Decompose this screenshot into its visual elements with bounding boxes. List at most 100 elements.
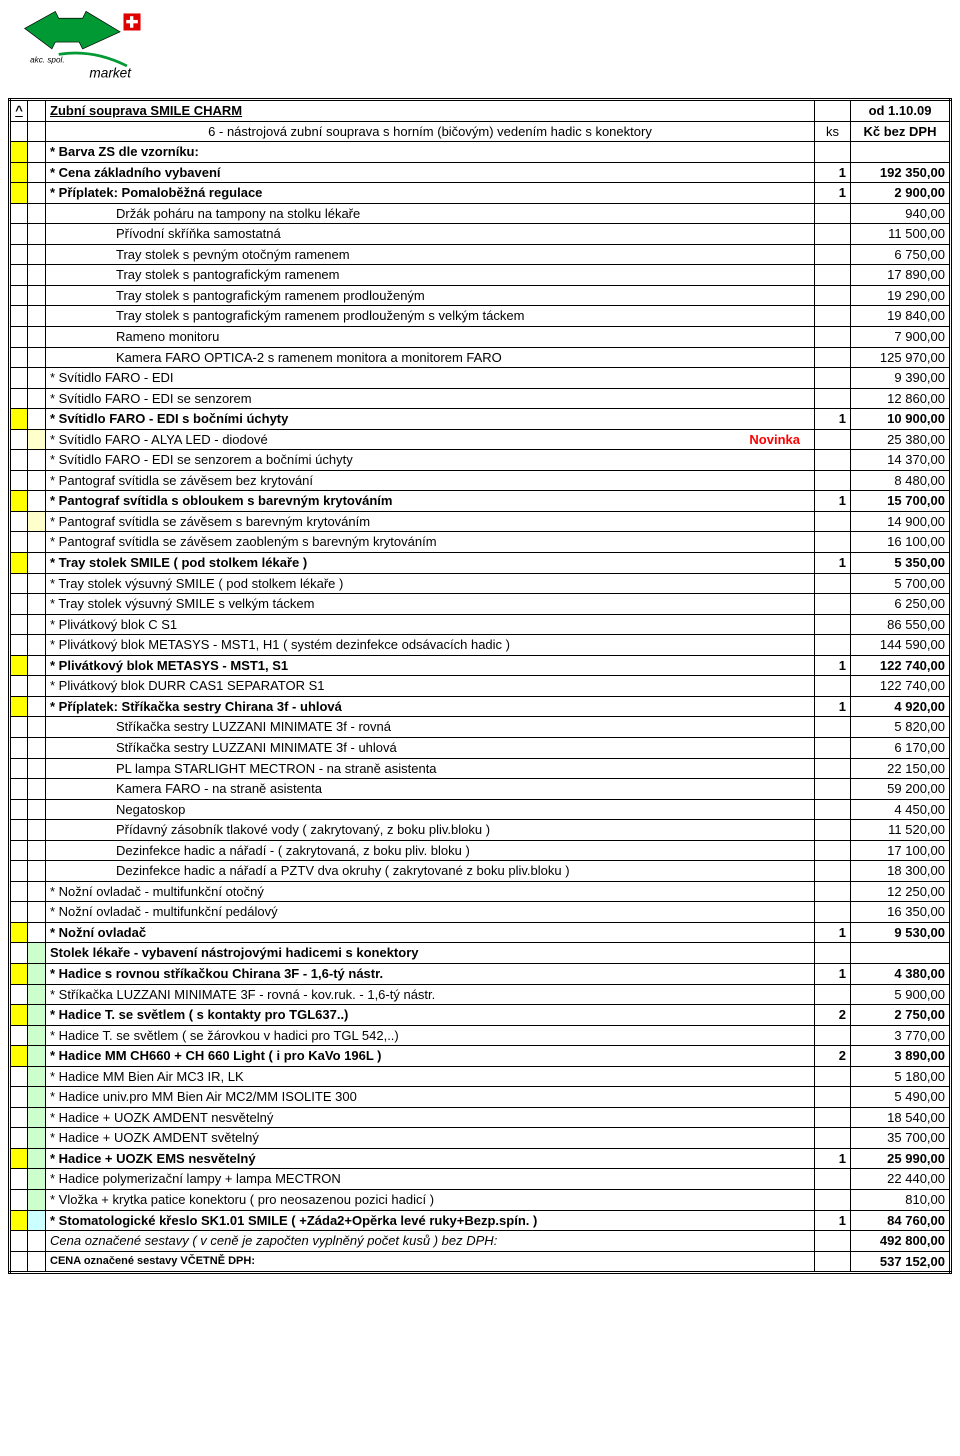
table-row: * Stomatologické křeslo SK1.01 SMILE ( +… bbox=[10, 1210, 951, 1231]
table-row: * Hadice T. se světlem ( se žárovkou v h… bbox=[10, 1025, 951, 1046]
mark1 bbox=[10, 224, 28, 245]
qty-cell: 1 bbox=[815, 696, 851, 717]
row-desc: Tray stolek s pantografickým ramenem bbox=[116, 267, 339, 282]
mark2 bbox=[28, 696, 46, 717]
mark2 bbox=[28, 1107, 46, 1128]
mark2 bbox=[28, 429, 46, 450]
desc-cell: * Svítidlo FARO - EDI s bočními úchyty bbox=[46, 409, 815, 430]
desc-cell: * Hadice + UOZK AMDENT světelný bbox=[46, 1128, 815, 1149]
mark1 bbox=[10, 162, 28, 183]
logo: akc. spol. market bbox=[8, 8, 952, 86]
mark1 bbox=[10, 142, 28, 163]
desc-cell: * Hadice univ.pro MM Bien Air MC2/MM ISO… bbox=[46, 1087, 815, 1108]
mark2 bbox=[28, 1169, 46, 1190]
qty-cell: 1 bbox=[815, 963, 851, 984]
blank bbox=[28, 943, 46, 964]
desc-cell: * Hadice + UOZK AMDENT nesvětelný bbox=[46, 1107, 815, 1128]
mark1 bbox=[10, 1025, 28, 1046]
price-cell: 17 100,00 bbox=[851, 840, 951, 861]
desc-cell: * Příplatek: Stříkačka sestry Chirana 3f… bbox=[46, 696, 815, 717]
row-desc: Stříkačka sestry LUZZANI MINIMATE 3f - u… bbox=[116, 740, 397, 755]
table-row: * Stříkačka LUZZANI MINIMATE 3F - rovná … bbox=[10, 984, 951, 1005]
price-cell: 5 180,00 bbox=[851, 1066, 951, 1087]
desc-cell: Tray stolek s pevným otočným ramenem bbox=[46, 244, 815, 265]
price-cell bbox=[851, 142, 951, 163]
mark2 bbox=[28, 450, 46, 471]
desc-cell: * Plivátkový blok C S1 bbox=[46, 614, 815, 635]
row-desc: * Příplatek: Pomaloběžná regulace bbox=[50, 185, 262, 200]
price-cell: 9 390,00 bbox=[851, 368, 951, 389]
qty-cell bbox=[815, 820, 851, 841]
mark1 bbox=[10, 717, 28, 738]
desc-cell: Negatoskop bbox=[46, 799, 815, 820]
qty-cell bbox=[815, 1189, 851, 1210]
price-cell: 16 100,00 bbox=[851, 532, 951, 553]
qty-cell: 1 bbox=[815, 655, 851, 676]
desc-cell: * Plivátkový blok METASYS - MST1, H1 ( s… bbox=[46, 635, 815, 656]
total-incl-row: CENA označené sestavy VČETNĚ DPH: 537 15… bbox=[10, 1251, 951, 1273]
total-excl-label: Cena označené sestavy ( v ceně je započt… bbox=[46, 1231, 815, 1252]
price-cell: 7 900,00 bbox=[851, 327, 951, 348]
price-cell: 122 740,00 bbox=[851, 655, 951, 676]
blank bbox=[851, 943, 951, 964]
qty-cell bbox=[815, 1128, 851, 1149]
price-cell: 11 520,00 bbox=[851, 820, 951, 841]
price-cell: 86 550,00 bbox=[851, 614, 951, 635]
qty-cell bbox=[815, 429, 851, 450]
desc-cell: * Svítidlo FARO - EDI bbox=[46, 368, 815, 389]
table-row: Stříkačka sestry LUZZANI MINIMATE 3f - u… bbox=[10, 737, 951, 758]
desc-cell: Stříkačka sestry LUZZANI MINIMATE 3f - r… bbox=[46, 717, 815, 738]
table-row: * Nožní ovladač19 530,00 bbox=[10, 922, 951, 943]
price-cell: 5 350,00 bbox=[851, 553, 951, 574]
mark2 bbox=[28, 409, 46, 430]
price-cell: 14 900,00 bbox=[851, 511, 951, 532]
price-cell: 125 970,00 bbox=[851, 347, 951, 368]
mark1 bbox=[10, 922, 28, 943]
table-row: Tray stolek s pevným otočným ramenem6 75… bbox=[10, 244, 951, 265]
desc-cell: Držák poháru na tampony na stolku lékaře bbox=[46, 203, 815, 224]
desc-cell: * Pantograf svítidla s obloukem s barevn… bbox=[46, 491, 815, 512]
mark1 bbox=[10, 1005, 28, 1026]
table-row: * Cena základního vybavení1192 350,00 bbox=[10, 162, 951, 183]
mark1 bbox=[10, 327, 28, 348]
qty-cell bbox=[815, 1066, 851, 1087]
desc-cell: Dezinfekce hadic a nářadí a PZTV dva okr… bbox=[46, 861, 815, 882]
table-row: Kamera FARO OPTICA-2 s ramenem monitora … bbox=[10, 347, 951, 368]
mark1 bbox=[10, 573, 28, 594]
row-desc: * Svítidlo FARO - EDI se senzorem bbox=[50, 391, 252, 406]
mark2 bbox=[28, 614, 46, 635]
qty-cell bbox=[815, 779, 851, 800]
qty-cell bbox=[815, 676, 851, 697]
mark1 bbox=[10, 511, 28, 532]
title-row: ^ Zubní souprava SMILE CHARM od 1.10.09 bbox=[10, 100, 951, 122]
mark2 bbox=[28, 922, 46, 943]
row-desc: Přídavný zásobník tlakové vody ( zakryto… bbox=[116, 822, 490, 837]
qty-cell: 1 bbox=[815, 553, 851, 574]
mark2 bbox=[28, 1025, 46, 1046]
desc-cell: PL lampa STARLIGHT MECTRON - na straně a… bbox=[46, 758, 815, 779]
desc-cell: Tray stolek s pantografickým ramenem pro… bbox=[46, 306, 815, 327]
mark1 bbox=[10, 1189, 28, 1210]
mark2 bbox=[28, 224, 46, 245]
mark1 bbox=[10, 635, 28, 656]
mark1 bbox=[10, 244, 28, 265]
table-row: PL lampa STARLIGHT MECTRON - na straně a… bbox=[10, 758, 951, 779]
desc-cell: * Stomatologické křeslo SK1.01 SMILE ( +… bbox=[46, 1210, 815, 1231]
mark2 bbox=[28, 1128, 46, 1149]
mark2 bbox=[28, 162, 46, 183]
row-desc: Přívodní skříňka samostatná bbox=[116, 226, 281, 241]
qty-cell bbox=[815, 1107, 851, 1128]
qty-cell bbox=[815, 737, 851, 758]
mark2 bbox=[28, 1087, 46, 1108]
caret: ^ bbox=[10, 100, 28, 122]
desc-cell: * Svítidlo FARO - EDI se senzorem a bočn… bbox=[46, 450, 815, 471]
row-desc: Tray stolek s pevným otočným ramenem bbox=[116, 247, 350, 262]
price-cell: 5 700,00 bbox=[851, 573, 951, 594]
qty-cell bbox=[815, 347, 851, 368]
table-row: * Svítidlo FARO - EDI se senzorem a bočn… bbox=[10, 450, 951, 471]
table-row: * Nožní ovladač - multifunkční otočný12 … bbox=[10, 881, 951, 902]
desc-cell: * Svítidlo FARO - EDI se senzorem bbox=[46, 388, 815, 409]
mark1 bbox=[10, 984, 28, 1005]
row-desc: * Barva ZS dle vzorníku: bbox=[50, 144, 199, 159]
desc-cell: * Nožní ovladač - multifunkční pedálový bbox=[46, 902, 815, 923]
